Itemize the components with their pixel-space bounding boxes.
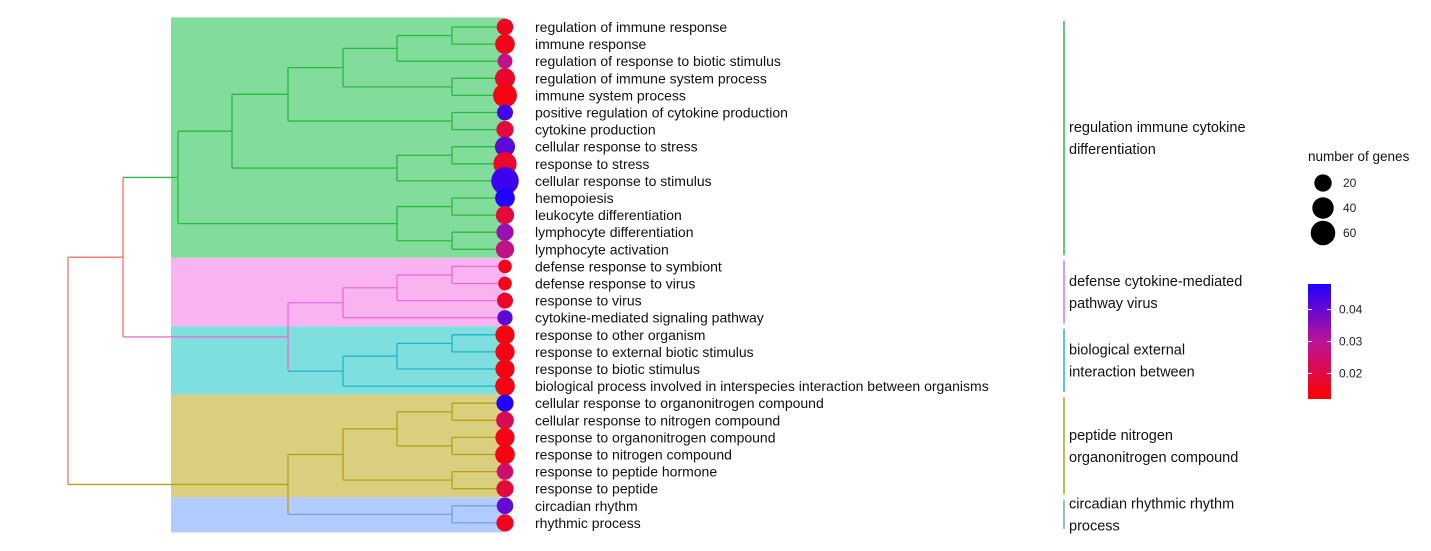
term-label: response to peptide	[535, 481, 658, 497]
term-dot	[496, 121, 514, 139]
term-label: defense response to virus	[535, 276, 695, 292]
term-label: cellular response to organonitrogen comp…	[535, 395, 824, 411]
term-dot	[496, 463, 514, 480]
term-label: biological process involved in interspec…	[535, 378, 989, 394]
term-label: response to peptide hormone	[535, 464, 717, 480]
color-legend-bar	[1308, 284, 1331, 399]
term-label: cellular response to nitrogen compound	[535, 412, 780, 428]
term-dot	[495, 240, 515, 259]
term-dot	[498, 276, 512, 291]
term-dot	[495, 325, 515, 345]
term-dot	[495, 376, 515, 396]
cluster-label: peptide nitrogen	[1069, 428, 1173, 444]
term-dot	[496, 411, 514, 430]
color-legend-label: 0.02	[1339, 366, 1363, 380]
cluster-labels: regulation immune cytokine differentiatio…	[1063, 21, 1246, 534]
term-label: defense response to symbiont	[535, 258, 722, 274]
size-legend-title: number of genes	[1308, 149, 1410, 164]
size-legend-label: 40	[1343, 201, 1357, 215]
term-dot	[495, 34, 515, 54]
color-legend: 0.04 0.03 0.02	[1308, 284, 1363, 399]
cluster-label: circadian rhythmic rhythm	[1069, 496, 1234, 512]
size-legend-label: 60	[1343, 226, 1357, 240]
term-label: cytokine production	[535, 122, 656, 138]
cluster-label: process	[1069, 518, 1120, 534]
cluster-label: organonitrogen compound	[1069, 450, 1238, 466]
term-dot	[497, 292, 513, 309]
cluster-bands	[171, 17, 505, 533]
term-label: cellular response to stress	[535, 139, 698, 155]
term-label: response to virus	[535, 293, 642, 309]
term-dot	[496, 480, 514, 498]
term-label: positive regulation of cytokine producti…	[535, 105, 788, 121]
term-dot	[498, 259, 512, 274]
cluster-label: biological external	[1069, 342, 1185, 358]
term-label: circadian rhythm	[535, 498, 638, 514]
term-dot	[491, 167, 519, 195]
size-legend-dot	[1310, 220, 1336, 246]
term-label: immune system process	[535, 87, 686, 103]
term-label: cytokine-mediated signaling pathway	[535, 310, 764, 326]
term-label: response to biotic stimulus	[535, 361, 700, 377]
term-label: response to other organism	[535, 327, 705, 343]
term-dot	[495, 359, 515, 379]
term-label: cellular response to stimulus	[535, 173, 712, 189]
size-legend: number of genes 20 40 60	[1308, 149, 1410, 246]
color-legend-label: 0.04	[1339, 303, 1363, 317]
term-label: leukocyte differentiation	[535, 207, 682, 223]
term-label: lymphocyte differentiation	[535, 224, 694, 240]
cluster-label: pathway virus	[1069, 296, 1158, 312]
term-label: response to stress	[535, 156, 649, 172]
term-dot	[493, 83, 517, 108]
term-label: lymphocyte activation	[535, 241, 669, 257]
term-dots	[491, 18, 519, 532]
term-label: hemopoiesis	[535, 190, 614, 206]
term-dot	[495, 342, 515, 362]
color-legend-label: 0.03	[1339, 335, 1363, 349]
term-label: response to nitrogen compound	[535, 447, 732, 463]
term-label: regulation of immune response	[535, 19, 727, 35]
term-label: response to organonitrogen compound	[535, 429, 776, 445]
cluster-band	[171, 394, 505, 498]
term-label: response to external biotic stimulus	[535, 344, 754, 360]
term-dot	[497, 104, 513, 121]
term-dot	[494, 136, 516, 157]
cluster-label: defense cytokine-mediated	[1069, 274, 1242, 290]
term-dot	[497, 310, 513, 326]
cluster-label: interaction between	[1069, 364, 1195, 380]
size-legend-dot	[1312, 197, 1334, 219]
term-label: regulation of immune system process	[535, 70, 767, 86]
term-dot	[496, 18, 514, 36]
size-legend-label: 20	[1343, 176, 1357, 190]
term-dot	[497, 53, 513, 69]
term-label: regulation of response to biotic stimulu…	[535, 53, 781, 69]
term-dot	[494, 68, 516, 89]
term-dot	[495, 188, 515, 208]
cluster-label: differentiation	[1069, 142, 1156, 158]
term-dot	[495, 205, 515, 225]
term-dot	[495, 444, 515, 465]
term-dot	[496, 497, 514, 515]
size-legend-dot	[1314, 174, 1332, 192]
cluster-label: regulation immune cytokine	[1069, 120, 1246, 136]
term-dot	[496, 394, 514, 412]
term-dot	[496, 514, 514, 532]
term-dot	[496, 223, 514, 241]
term-label: immune response	[535, 36, 646, 52]
term-label: rhythmic process	[535, 515, 641, 531]
cluster-band	[171, 326, 505, 395]
cluster-band	[171, 257, 505, 327]
term-dot	[495, 427, 515, 448]
cluster-band	[171, 17, 505, 258]
